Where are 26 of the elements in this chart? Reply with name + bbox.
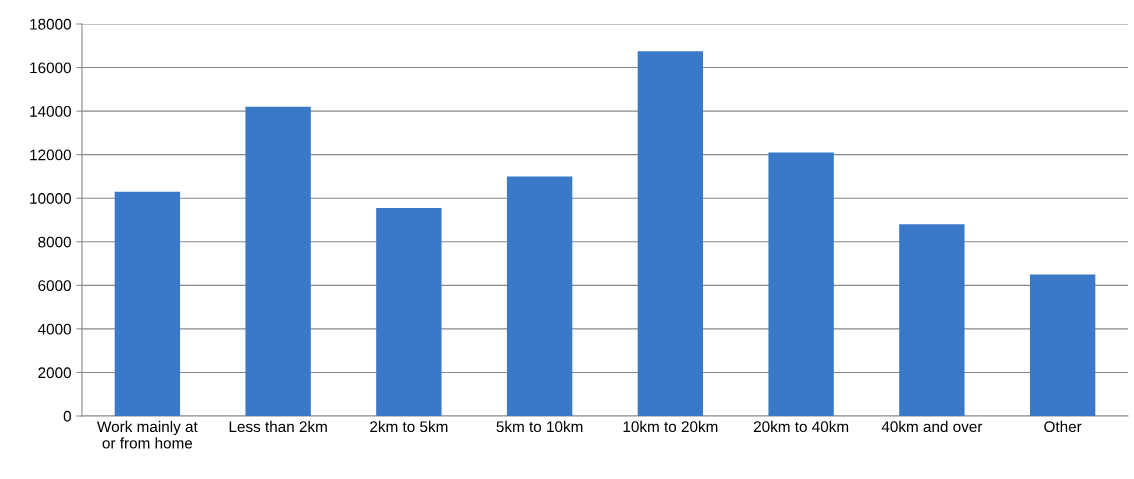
y-tick-label: 14000 xyxy=(30,105,71,117)
y-tick-label: 4000 xyxy=(37,323,71,335)
y-tick-label: 2000 xyxy=(38,367,71,379)
x-tick-label: 5km to 10km xyxy=(496,420,583,433)
x-tick-label: 10km to 20km xyxy=(623,420,718,433)
x-tick-label: 20km to 40km xyxy=(753,420,849,433)
bar xyxy=(768,152,834,416)
x-tick-label: 2km to 5km xyxy=(370,420,448,433)
x-tick-label: Work mainly at or from home xyxy=(97,420,198,449)
y-tick-label: 8000 xyxy=(38,236,71,248)
bar xyxy=(637,51,704,416)
bar xyxy=(1029,274,1096,416)
x-tick-label: 40km and over xyxy=(881,420,983,433)
y-tick-label: 10000 xyxy=(30,193,71,204)
bar xyxy=(376,208,442,416)
y-tick-label: 6000 xyxy=(38,280,71,292)
y-tick-label: 18000 xyxy=(30,18,71,30)
y-tick-label: 16000 xyxy=(30,62,71,74)
y-tick-label: 0 xyxy=(63,410,71,422)
bar xyxy=(899,224,965,416)
bar xyxy=(114,191,181,416)
bar xyxy=(506,176,573,416)
x-tick-label: Other xyxy=(1044,420,1082,433)
y-tick-label: 12000 xyxy=(30,149,71,161)
x-tick-label: Less than 2km xyxy=(229,420,327,433)
bar xyxy=(245,106,311,416)
